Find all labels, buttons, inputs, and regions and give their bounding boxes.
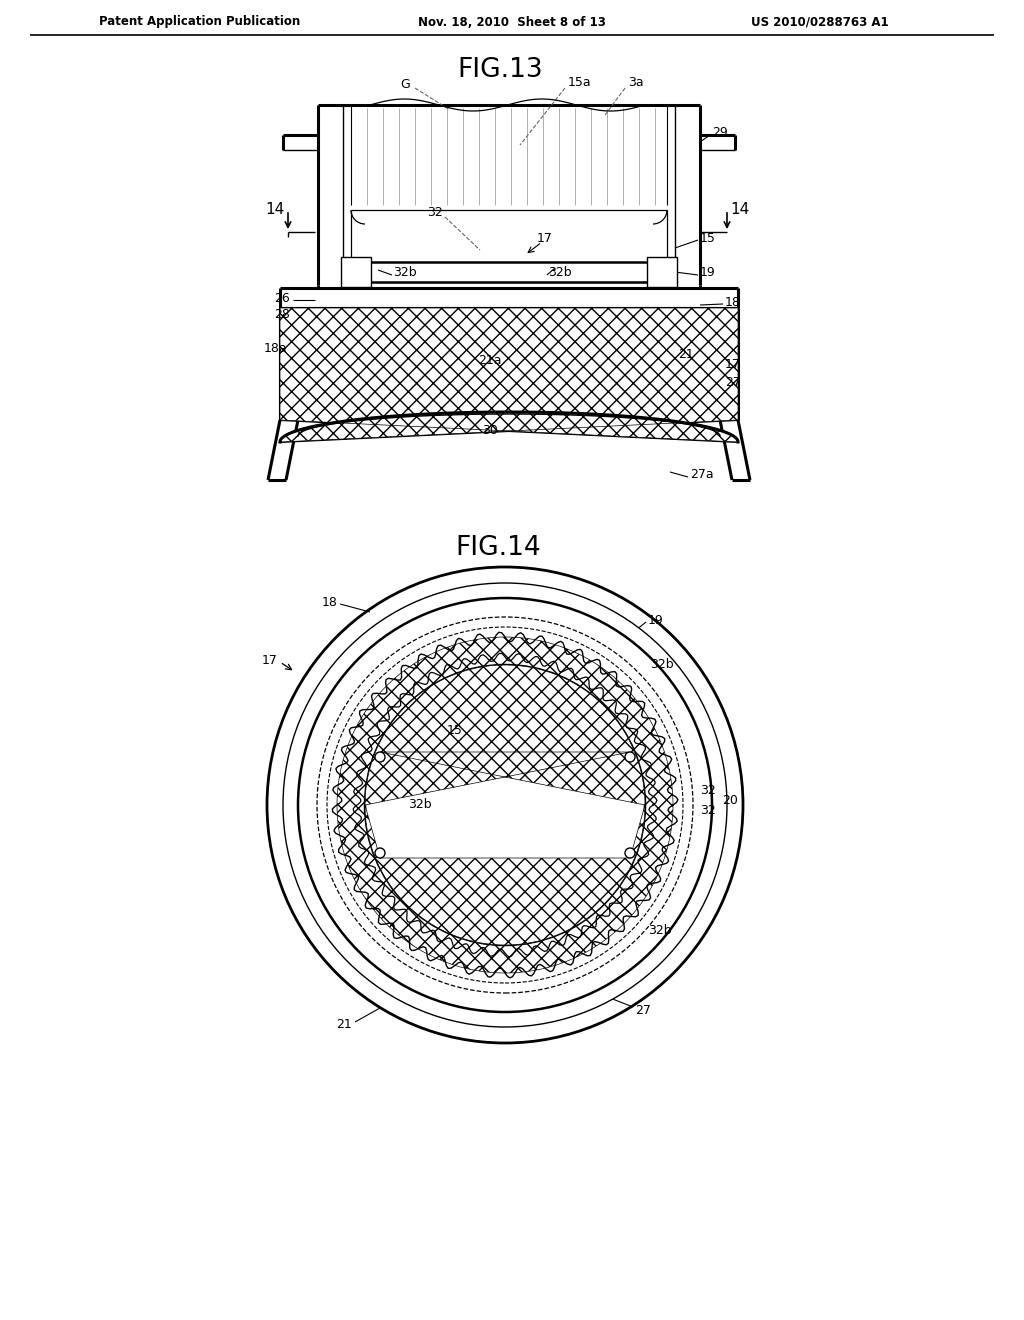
Text: 19: 19: [700, 265, 716, 279]
Text: 15: 15: [700, 231, 716, 244]
Polygon shape: [365, 665, 645, 805]
Text: 18: 18: [323, 595, 338, 609]
Text: 30: 30: [482, 424, 498, 437]
Text: 21: 21: [678, 348, 693, 362]
Circle shape: [375, 752, 385, 762]
Circle shape: [283, 583, 727, 1027]
Text: 32b: 32b: [548, 265, 571, 279]
Text: 17: 17: [262, 653, 278, 667]
Text: 15: 15: [447, 723, 463, 737]
Circle shape: [375, 847, 385, 858]
Text: 32b: 32b: [409, 799, 432, 812]
Text: 32: 32: [427, 206, 442, 219]
Text: 14: 14: [266, 202, 285, 218]
Circle shape: [365, 665, 645, 945]
Text: Patent Application Publication: Patent Application Publication: [99, 16, 301, 29]
Polygon shape: [280, 308, 738, 442]
Text: US 2010/0288763 A1: US 2010/0288763 A1: [752, 16, 889, 29]
Text: G: G: [400, 78, 410, 91]
Polygon shape: [365, 805, 645, 945]
Text: 32: 32: [700, 804, 716, 817]
Text: 27: 27: [635, 1003, 651, 1016]
Circle shape: [625, 847, 635, 858]
Text: FIG.13: FIG.13: [457, 57, 543, 83]
Polygon shape: [280, 308, 738, 442]
Text: 20: 20: [722, 793, 738, 807]
Bar: [341, 257, 371, 286]
Text: 21: 21: [336, 1019, 352, 1031]
Text: 19: 19: [648, 614, 664, 627]
Text: 3a: 3a: [628, 77, 644, 90]
Text: Nov. 18, 2010  Sheet 8 of 13: Nov. 18, 2010 Sheet 8 of 13: [418, 16, 606, 29]
Text: 26: 26: [274, 292, 290, 305]
Text: 21a: 21a: [478, 354, 502, 367]
Text: 28: 28: [274, 309, 290, 322]
Text: 32: 32: [700, 784, 716, 796]
Text: 18: 18: [725, 296, 741, 309]
Text: 32b: 32b: [393, 265, 417, 279]
Text: 17: 17: [725, 359, 741, 371]
Text: 14: 14: [730, 202, 750, 218]
Text: 15a: 15a: [568, 77, 592, 90]
Circle shape: [337, 638, 673, 973]
Circle shape: [298, 598, 712, 1012]
Text: 17: 17: [537, 231, 553, 244]
Text: 29: 29: [712, 125, 728, 139]
Bar: [647, 257, 677, 286]
Text: FIG.14: FIG.14: [456, 535, 541, 561]
Text: 18a: 18a: [263, 342, 287, 355]
Text: 27a: 27a: [690, 469, 714, 482]
Text: 32b: 32b: [650, 659, 674, 672]
Text: 27: 27: [725, 375, 741, 388]
Text: 32b: 32b: [648, 924, 672, 936]
Circle shape: [625, 752, 635, 762]
